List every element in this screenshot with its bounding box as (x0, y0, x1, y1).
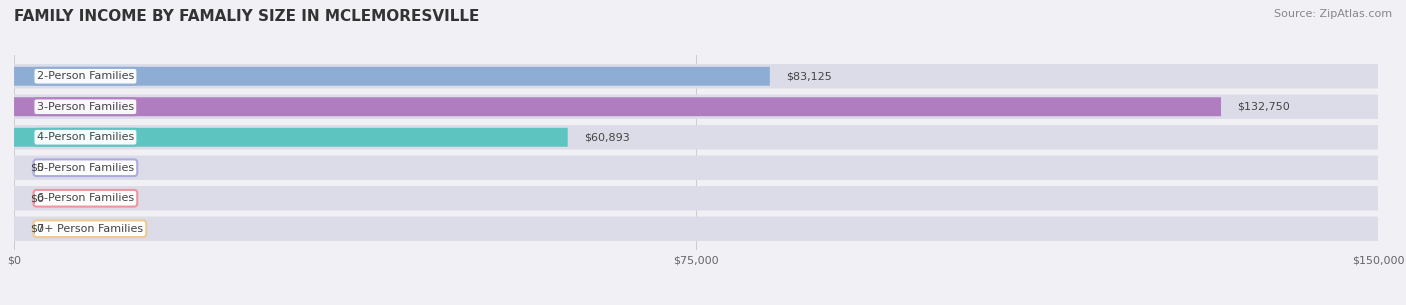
Text: $60,893: $60,893 (583, 132, 630, 142)
FancyBboxPatch shape (14, 128, 568, 147)
FancyBboxPatch shape (14, 186, 1378, 210)
FancyBboxPatch shape (14, 125, 1378, 149)
FancyBboxPatch shape (14, 156, 1378, 180)
FancyBboxPatch shape (14, 217, 1378, 241)
Text: $132,750: $132,750 (1237, 102, 1291, 112)
Text: 5-Person Families: 5-Person Families (37, 163, 134, 173)
FancyBboxPatch shape (14, 64, 1378, 88)
Text: 3-Person Families: 3-Person Families (37, 102, 134, 112)
Text: $83,125: $83,125 (786, 71, 832, 81)
Text: 6-Person Families: 6-Person Families (37, 193, 134, 203)
Text: $0: $0 (31, 163, 45, 173)
Text: 2-Person Families: 2-Person Families (37, 71, 134, 81)
Text: 4-Person Families: 4-Person Families (37, 132, 134, 142)
FancyBboxPatch shape (14, 95, 1378, 119)
Text: $0: $0 (31, 224, 45, 234)
Text: $0: $0 (31, 193, 45, 203)
FancyBboxPatch shape (14, 97, 1220, 116)
FancyBboxPatch shape (14, 67, 770, 86)
Text: FAMILY INCOME BY FAMALIY SIZE IN MCLEMORESVILLE: FAMILY INCOME BY FAMALIY SIZE IN MCLEMOR… (14, 9, 479, 24)
Text: Source: ZipAtlas.com: Source: ZipAtlas.com (1274, 9, 1392, 19)
Text: 7+ Person Families: 7+ Person Families (37, 224, 143, 234)
